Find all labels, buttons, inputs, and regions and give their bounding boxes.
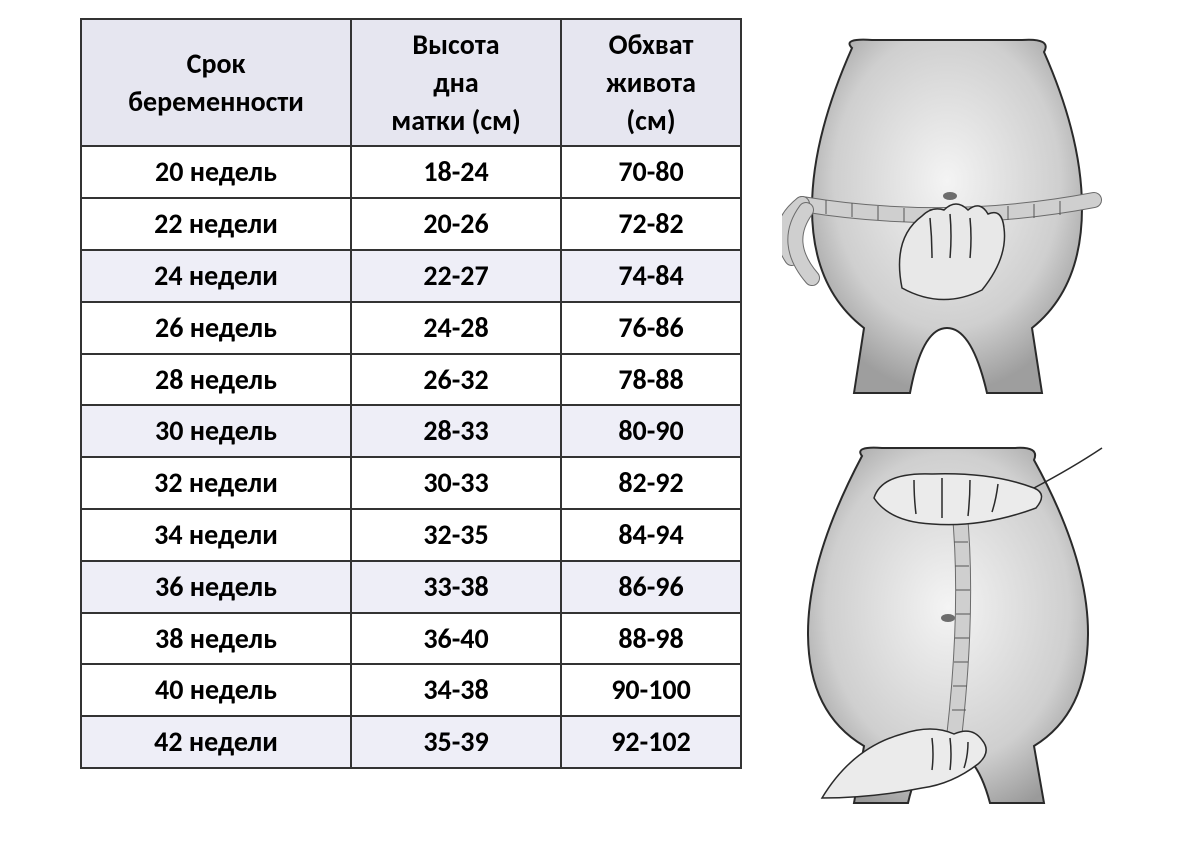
hdr-line: живота <box>606 65 696 100</box>
cell-circumference: 80-90 <box>561 405 741 457</box>
illustration-fundal-height <box>782 438 1112 808</box>
belly-fundal-height-icon <box>782 438 1112 808</box>
cell-circumference: 92-102 <box>561 716 741 768</box>
hdr-line: (см) <box>626 103 675 138</box>
cell-term: 32 недели <box>81 457 351 509</box>
cell-fundal-height: 26-32 <box>351 354 561 406</box>
cell-fundal-height: 28-33 <box>351 405 561 457</box>
table-body: 20 недель18-2470-8022 недели20-2672-8224… <box>81 146 741 768</box>
table-row: 26 недель24-2876-86 <box>81 302 741 354</box>
table-row: 20 недель18-2470-80 <box>81 146 741 198</box>
belly-circumference-icon <box>782 28 1112 398</box>
table-head: Срок беременности Высота дна матки (см) … <box>81 19 741 146</box>
cell-fundal-height: 35-39 <box>351 716 561 768</box>
cell-circumference: 88-98 <box>561 613 741 665</box>
measurements-table-wrap: Срок беременности Высота дна матки (см) … <box>80 18 742 830</box>
cell-term: 36 недель <box>81 561 351 613</box>
cell-fundal-height: 34-38 <box>351 664 561 716</box>
cell-term: 30 недель <box>81 405 351 457</box>
hdr-line: Высота <box>412 27 499 62</box>
cell-term: 38 недель <box>81 613 351 665</box>
page: Срок беременности Высота дна матки (см) … <box>0 0 1200 848</box>
cell-fundal-height: 33-38 <box>351 561 561 613</box>
table-row: 30 недель28-3380-90 <box>81 405 741 457</box>
cell-fundal-height: 20-26 <box>351 198 561 250</box>
cell-circumference: 90-100 <box>561 664 741 716</box>
table-row: 38 недель36-4088-98 <box>81 613 741 665</box>
cell-circumference: 70-80 <box>561 146 741 198</box>
cell-circumference: 86-96 <box>561 561 741 613</box>
table-row: 22 недели20-2672-82 <box>81 198 741 250</box>
navel-icon <box>943 192 957 200</box>
table-row: 24 недели22-2774-84 <box>81 250 741 302</box>
table-row: 36 недель33-3886-96 <box>81 561 741 613</box>
bottom-hand-icon <box>822 729 986 798</box>
cell-fundal-height: 22-27 <box>351 250 561 302</box>
cell-term: 28 недель <box>81 354 351 406</box>
cell-circumference: 74-84 <box>561 250 741 302</box>
cell-fundal-height: 32-35 <box>351 509 561 561</box>
cell-term: 20 недель <box>81 146 351 198</box>
hdr-line: Обхват <box>609 27 694 62</box>
table-row: 40 недель34-3890-100 <box>81 664 741 716</box>
cell-fundal-height: 36-40 <box>351 613 561 665</box>
table-header-row: Срок беременности Высота дна матки (см) … <box>81 19 741 146</box>
hdr-line: Срок <box>187 46 246 81</box>
hdr-line: дна <box>433 65 478 100</box>
cell-term: 40 недель <box>81 664 351 716</box>
table-row: 28 недель26-3278-88 <box>81 354 741 406</box>
col-header-circumference: Обхват живота (см) <box>561 19 741 146</box>
hdr-line: матки (см) <box>391 103 521 138</box>
cell-term: 26 недель <box>81 302 351 354</box>
cell-circumference: 72-82 <box>561 198 741 250</box>
cell-fundal-height: 18-24 <box>351 146 561 198</box>
cell-term: 42 недели <box>81 716 351 768</box>
col-header-fundal-height: Высота дна матки (см) <box>351 19 561 146</box>
table-row: 42 недели35-3992-102 <box>81 716 741 768</box>
hdr-line: беременности <box>128 84 304 119</box>
cell-circumference: 78-88 <box>561 354 741 406</box>
table-row: 34 недели32-3584-94 <box>81 509 741 561</box>
table-row: 32 недели30-3382-92 <box>81 457 741 509</box>
cell-term: 24 недели <box>81 250 351 302</box>
cell-fundal-height: 30-33 <box>351 457 561 509</box>
cell-term: 22 недели <box>81 198 351 250</box>
cell-circumference: 84-94 <box>561 509 741 561</box>
cell-circumference: 82-92 <box>561 457 741 509</box>
cell-fundal-height: 24-28 <box>351 302 561 354</box>
illustrations <box>782 18 1112 830</box>
illustration-circumference <box>782 28 1112 398</box>
col-header-term: Срок беременности <box>81 19 351 146</box>
navel-icon <box>941 614 955 622</box>
cell-circumference: 76-86 <box>561 302 741 354</box>
measurements-table: Срок беременности Высота дна матки (см) … <box>80 18 742 769</box>
cell-term: 34 недели <box>81 509 351 561</box>
